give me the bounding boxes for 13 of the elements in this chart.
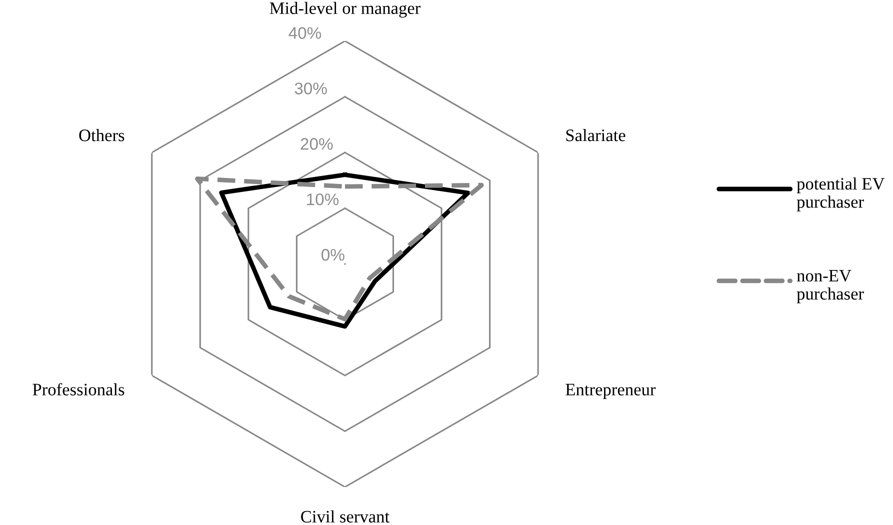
y-tick-label: 30% [294,82,327,94]
legend-label: potential EV purchaser [796,177,885,212]
spoke-label: Others [79,129,124,142]
spoke-label: Mid-level or manager [270,2,420,18]
spoke-label: Entrepreneur [566,384,656,399]
y-tick-label: 10% [307,193,339,206]
y-tick-label: 20% [300,138,333,150]
spoke-label: Salariate [566,129,626,142]
legend-label: non-EV purchaser [796,270,864,304]
y-tick-label: 40% [288,27,322,39]
spoke-label: Civil servant [301,510,390,523]
spoke-label: Professionals [32,383,124,396]
y-tick-label: 0% [322,248,344,261]
